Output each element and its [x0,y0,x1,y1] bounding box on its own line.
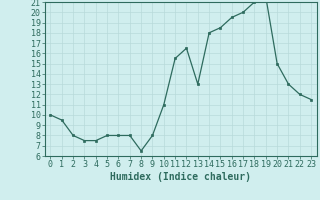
X-axis label: Humidex (Indice chaleur): Humidex (Indice chaleur) [110,172,251,182]
